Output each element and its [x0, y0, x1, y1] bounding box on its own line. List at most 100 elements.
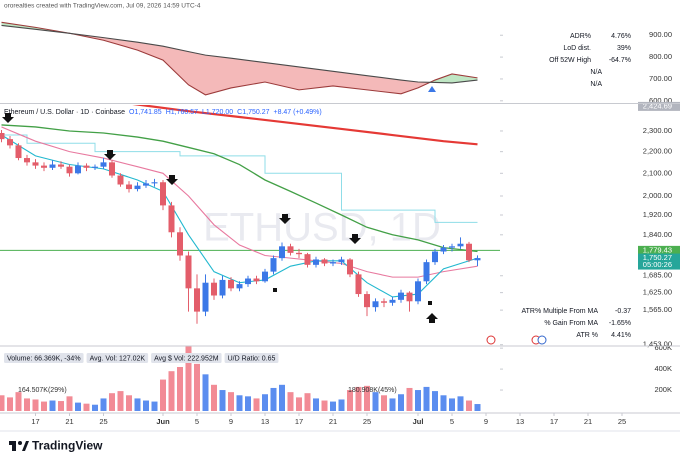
logo-part: [18, 441, 22, 445]
stat-value: 4.76%: [611, 33, 631, 40]
area-fill: [265, 62, 299, 90]
logo-part: [12, 441, 16, 451]
series-line: [1, 21, 478, 96]
candle-body: [423, 262, 430, 282]
candle-body: [117, 175, 124, 185]
volume-bar: [228, 392, 234, 411]
volume-bar: [253, 398, 260, 411]
flag-icons: [486, 335, 547, 345]
volume-bar: [83, 403, 90, 411]
volume-bar: [372, 392, 379, 411]
candle-body: [313, 259, 319, 265]
volume-bar: [109, 393, 115, 411]
volume-bar: [143, 400, 149, 411]
legend-box: [224, 353, 279, 363]
volume-bar: [330, 401, 336, 411]
volume-bar: [66, 396, 73, 411]
candle-body: [15, 145, 22, 159]
stat-value: N/A: [590, 69, 602, 76]
area-fill: [163, 46, 189, 85]
area-fill: [231, 58, 265, 88]
candle-body: [236, 284, 243, 289]
area-fill: [205, 55, 231, 95]
y-tick-label: 1,565.00: [643, 305, 672, 314]
volume-bar: [185, 346, 192, 411]
y-tick-label: 600K: [654, 343, 672, 352]
y-tick-label: 1,840.00: [643, 230, 672, 239]
candle-body: [389, 299, 396, 303]
candle-body: [364, 294, 370, 308]
x-tick-label: 25: [363, 417, 371, 426]
candle-body: [304, 254, 311, 265]
volume-bar: [321, 400, 328, 411]
candle-body: [126, 184, 132, 190]
volume-bar: [7, 397, 13, 411]
volume-bar: [117, 391, 124, 411]
volume-bar: [440, 395, 447, 411]
candle-body: [381, 301, 387, 303]
legend-text: Volume: 66.369K, -34%: [7, 355, 81, 362]
volume-bar: [406, 387, 413, 411]
x-tick-label: 25: [618, 417, 626, 426]
volume-bar: [160, 379, 166, 411]
stat-value: -1.65%: [609, 320, 631, 327]
x-tick-label: 5: [450, 417, 454, 426]
x-tick-label: 17: [31, 417, 39, 426]
y-tick-label: 1,685.00: [643, 271, 672, 280]
candle-body: [330, 262, 336, 264]
volume-bar: [287, 392, 294, 411]
stat-value: 39%: [617, 45, 631, 52]
volume-bar: [168, 371, 175, 411]
area-fill: [188, 51, 206, 95]
candle-body: [279, 246, 285, 259]
legend-text: U/D Ratio: 0.65: [228, 355, 276, 362]
y-tick-label: 2,200.00: [643, 147, 672, 156]
x-tick-label: Jul: [413, 417, 424, 426]
candle-body: [100, 162, 107, 167]
candle-body: [109, 162, 115, 176]
candle-body: [66, 166, 73, 174]
x-tick-label: 21: [329, 417, 337, 426]
area-fill: [367, 75, 401, 94]
stat-label: % Gain From MA: [544, 320, 598, 327]
candle-body: [253, 278, 260, 282]
candle-body: [92, 166, 98, 168]
x-tick-label: 9: [484, 417, 488, 426]
volume-bar: [381, 395, 387, 411]
candle-body: [49, 164, 56, 168]
volume-bar: [92, 404, 98, 411]
candle-body: [466, 243, 472, 261]
y-tick-label: 700.00: [649, 74, 672, 83]
candle-body: [24, 158, 30, 163]
candle-body: [245, 278, 251, 285]
volume-annotation: 180.908K(45%): [348, 387, 397, 394]
volume-bar: [355, 386, 362, 411]
volume-bar: [58, 401, 64, 411]
volume-bar: [49, 400, 56, 411]
stat-label: Off 52W High: [549, 57, 591, 64]
volume-bar: [126, 395, 132, 411]
volume-annotation: 164.507K(29%): [18, 387, 67, 394]
y-tick-label: 800.00: [649, 52, 672, 61]
flag-icon: [537, 335, 547, 345]
signal-markers: [2, 113, 438, 323]
flag-icon: [486, 335, 496, 345]
candle-body: [219, 279, 226, 296]
legend-box: [86, 353, 149, 363]
stat-label: ADR%: [570, 33, 591, 40]
volume-bar: [279, 384, 285, 411]
front-layer: 600.00 700.00 800.00 900.00 ADR% 4.76% LoD dis…: [4, 30, 680, 426]
legend-text: H1,760.57: [166, 109, 198, 116]
candle-body: [347, 259, 353, 275]
stat-value: -0.37: [615, 308, 631, 315]
volume-bar: [219, 390, 226, 411]
candle-body: [355, 274, 362, 295]
candle-body: [32, 162, 39, 166]
y-tick-label: 400K: [654, 364, 672, 373]
volume-bar: [270, 387, 277, 411]
area-fill: [137, 42, 163, 61]
x-tick-label: 13: [261, 417, 269, 426]
stat-label: ATR% Multiple From MA: [522, 308, 599, 315]
